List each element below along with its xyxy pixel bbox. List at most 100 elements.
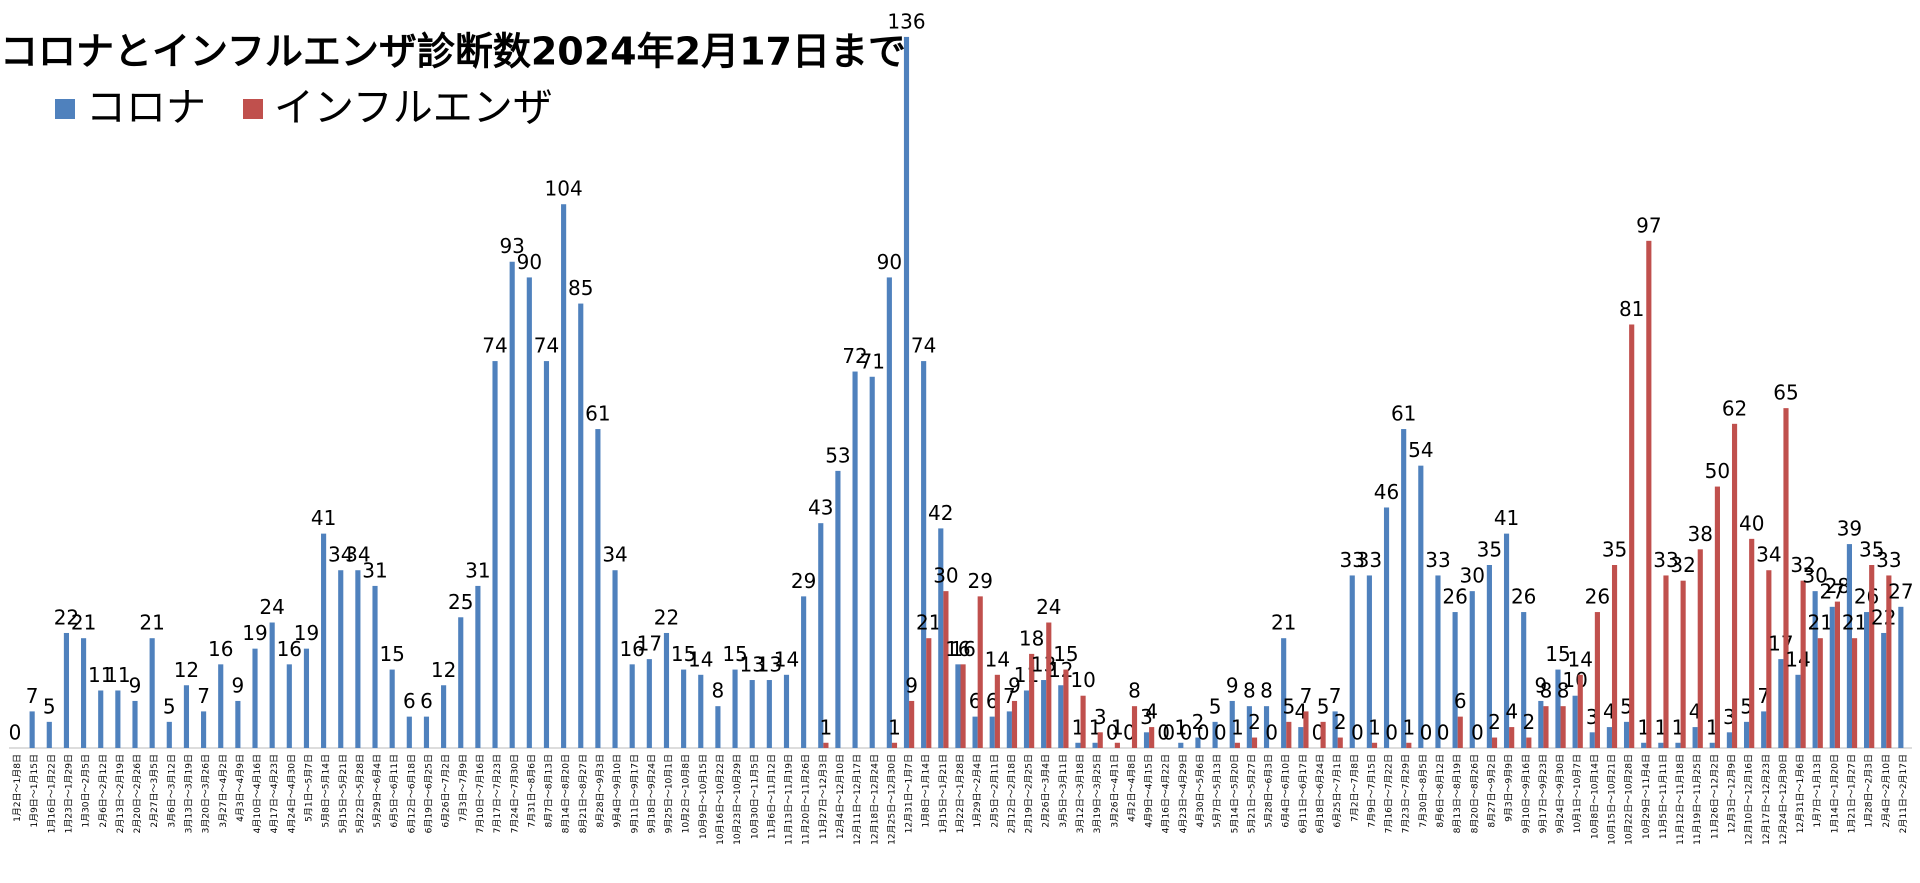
value-label: 0 <box>1471 721 1484 745</box>
bar <box>115 690 121 748</box>
x-tick-label: 6月11日～6月17日 <box>1298 754 1309 833</box>
value-label: 32 <box>1670 553 1695 577</box>
value-label: 29 <box>791 569 816 593</box>
value-label: 16 <box>208 637 233 661</box>
bar <box>1675 742 1681 748</box>
x-tick-label: 5月14日～5月20日 <box>1229 754 1240 833</box>
value-label: 8 <box>1540 679 1553 703</box>
bar <box>1435 575 1441 748</box>
bar <box>218 664 224 748</box>
x-tick-label: 4月9日～4月15日 <box>1144 754 1155 828</box>
bar <box>355 570 361 748</box>
bar <box>749 680 755 748</box>
x-tick-label: 12月24日～12月30日 <box>1778 754 1789 845</box>
bar <box>1886 575 1892 748</box>
value-label: 53 <box>825 443 850 467</box>
x-tick-label: 9月3日～9月9日 <box>1504 754 1515 822</box>
x-tick-label: 5月1日～5月7日 <box>304 754 315 822</box>
value-label: 30 <box>1460 564 1485 588</box>
bar <box>698 674 704 748</box>
x-tick-label: 1月8日～1月14日 <box>921 754 932 828</box>
value-label: 54 <box>1408 438 1433 462</box>
value-label: 18 <box>1019 626 1044 650</box>
x-tick-label: 10月29日～11月4日 <box>1641 754 1652 839</box>
value-label: 16 <box>950 637 975 661</box>
value-label: 15 <box>1053 642 1078 666</box>
legend-label: コロナ <box>86 85 206 131</box>
value-label: 22 <box>654 605 679 629</box>
value-label: 14 <box>688 647 713 671</box>
bar <box>1234 742 1240 748</box>
bar <box>269 622 275 748</box>
value-label: 65 <box>1773 381 1798 405</box>
x-tick-label: 7月24日～7月30日 <box>509 754 520 833</box>
x-tick-label: 7月30日～8月5日 <box>1418 754 1429 828</box>
x-tick-label: 10月16日～10月22日 <box>715 754 726 845</box>
x-tick-label: 9月24日～9月30日 <box>1555 754 1566 833</box>
bar <box>732 669 738 748</box>
bar <box>1692 727 1698 748</box>
bar <box>1131 706 1138 748</box>
bar <box>1149 727 1155 748</box>
x-tick-label: 12月3日～12月9日 <box>1726 754 1737 833</box>
value-label: 0 <box>1437 721 1450 745</box>
bar <box>938 528 944 748</box>
bar <box>338 570 344 748</box>
bar <box>321 533 327 748</box>
x-tick-label: 12月11日～12月17日 <box>852 754 863 845</box>
value-label: 136 <box>887 9 925 33</box>
value-label: 5 <box>1282 694 1295 718</box>
bar <box>943 591 949 748</box>
value-label: 42 <box>928 501 953 525</box>
value-label: 24 <box>1036 595 1061 619</box>
x-tick-label: 10月8日～10月14日 <box>1589 754 1600 839</box>
bar <box>994 674 1000 748</box>
x-tick-label: 12月31日～1月7日 <box>904 754 915 833</box>
x-tick-label: 7月17日～7月23日 <box>492 754 503 833</box>
x-tick-label: 4月30日～5月6日 <box>1195 754 1206 828</box>
bar <box>646 659 652 748</box>
x-tick-label: 12月10日～12月16日 <box>1744 754 1755 845</box>
bar <box>183 685 190 748</box>
value-label: 15 <box>379 642 404 666</box>
value-label: 1 <box>1231 715 1244 739</box>
x-tick-label: 7月3日～7月9日 <box>458 754 469 822</box>
bar <box>1457 716 1463 748</box>
bar <box>1229 700 1235 748</box>
value-label: 34 <box>328 543 353 567</box>
value-label: 35 <box>1859 538 1884 562</box>
bar <box>955 664 961 748</box>
bar <box>1829 606 1835 748</box>
value-label: 41 <box>1494 506 1519 530</box>
value-label: 6 <box>420 689 433 713</box>
bar <box>1029 653 1035 748</box>
value-label: 8 <box>1128 679 1141 703</box>
bar <box>1658 742 1664 748</box>
bar <box>903 36 910 748</box>
value-label: 15 <box>722 642 747 666</box>
x-tick-label: 2月12日～2月18日 <box>1006 754 1017 833</box>
bar <box>1418 465 1424 748</box>
value-label: 9 <box>905 673 918 697</box>
bar <box>766 680 772 748</box>
x-tick-label: 11月12日～11月18日 <box>1675 754 1686 845</box>
x-tick-label: 7月9日～7月15日 <box>1366 754 1377 828</box>
value-label: 33 <box>1876 548 1901 572</box>
value-label: 9 <box>129 673 142 697</box>
bar <box>561 204 567 748</box>
x-tick-label: 8月7日～8月13日 <box>544 754 555 828</box>
bar <box>1812 591 1818 748</box>
value-label: 33 <box>1340 548 1365 572</box>
bar <box>149 638 155 748</box>
x-tick-label: 3月20日～3月26日 <box>201 754 212 833</box>
x-tick-label: 1月2日～1月8日 <box>12 754 23 822</box>
x-tick-label: 7月10日～7月16日 <box>475 754 486 833</box>
value-label: 21 <box>139 611 164 635</box>
value-label: 14 <box>1785 647 1810 671</box>
x-tick-label: 6月19日～6月25日 <box>424 754 435 833</box>
value-label: 16 <box>619 637 644 661</box>
bar <box>1303 711 1309 748</box>
bar <box>1606 727 1612 748</box>
bar <box>852 371 858 748</box>
value-label: 6 <box>1454 689 1467 713</box>
